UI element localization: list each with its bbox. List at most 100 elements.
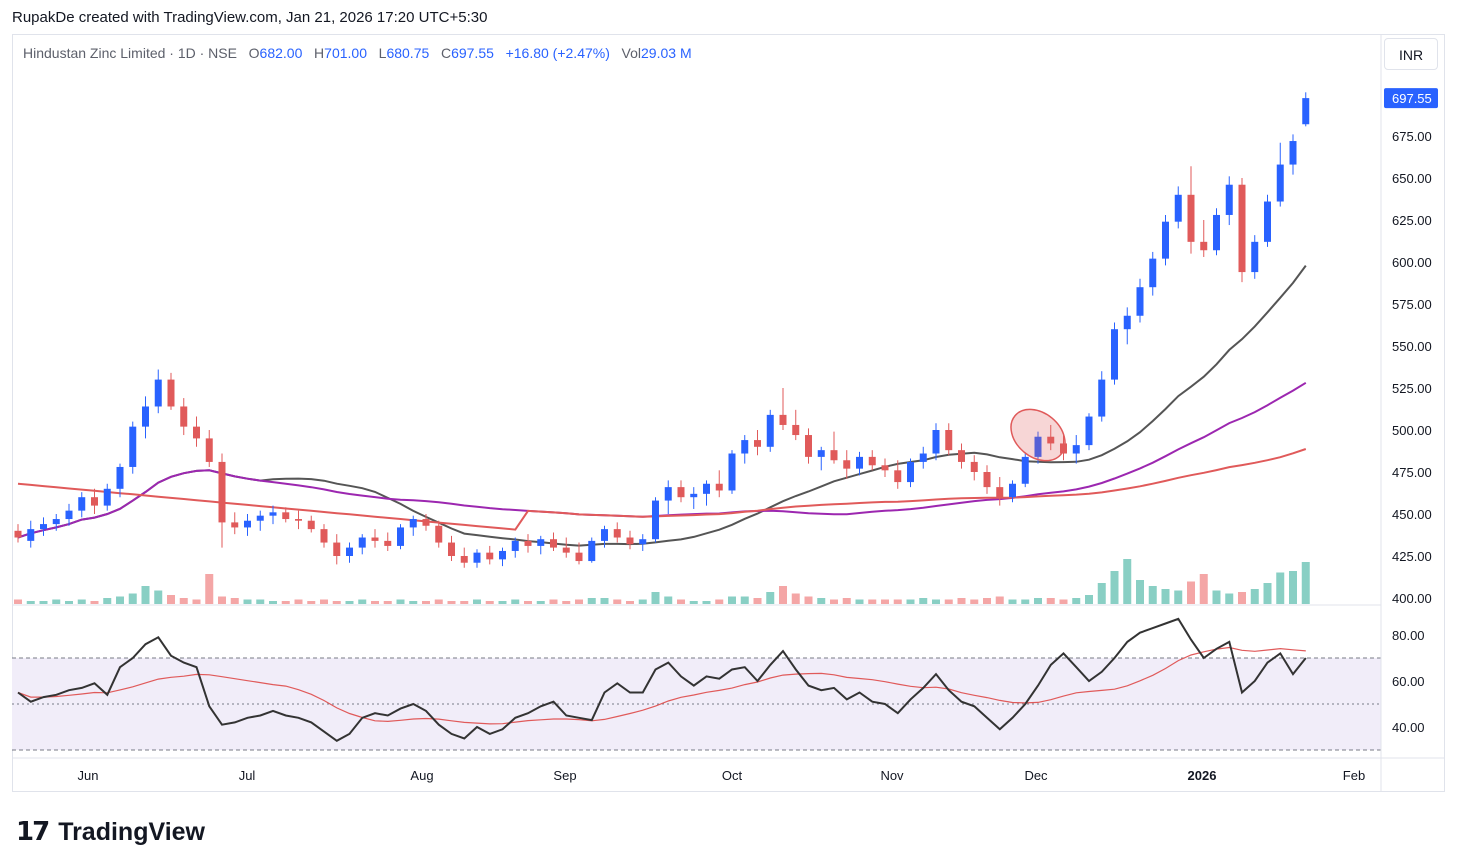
candle-body[interactable] — [180, 406, 188, 427]
candle-body[interactable] — [626, 537, 634, 545]
candle-body[interactable] — [1136, 287, 1144, 316]
tradingview-logo[interactable]: 17 TradingView — [16, 816, 205, 848]
candle-body[interactable] — [1276, 164, 1284, 202]
candle-body[interactable] — [346, 547, 353, 556]
candle-body[interactable] — [244, 520, 251, 528]
candle-body[interactable] — [422, 519, 430, 526]
candle-body[interactable] — [14, 530, 22, 538]
candle-body[interactable] — [1302, 98, 1310, 125]
candle-body[interactable] — [448, 542, 455, 556]
candle-body[interactable] — [703, 483, 710, 494]
candle-body[interactable] — [154, 379, 162, 407]
candle-body[interactable] — [562, 547, 570, 553]
candle-body[interactable] — [613, 529, 621, 538]
candle-body[interactable] — [1162, 221, 1169, 259]
candle-body[interactable] — [218, 461, 226, 523]
candle-body[interactable] — [779, 414, 787, 425]
candle-body[interactable] — [78, 497, 86, 511]
candle-body[interactable] — [715, 483, 723, 491]
candle-body[interactable] — [205, 438, 213, 462]
candle-body[interactable] — [499, 550, 506, 560]
candle-body[interactable] — [1213, 214, 1220, 251]
candle-body[interactable] — [550, 539, 557, 548]
candle-body[interactable] — [996, 487, 1004, 498]
candle-body[interactable] — [129, 426, 137, 467]
candle-body[interactable] — [409, 519, 417, 528]
candle-body[interactable] — [231, 522, 239, 528]
candle-body[interactable] — [817, 450, 825, 457]
candle-body[interactable] — [116, 466, 124, 489]
candle-body[interactable] — [1149, 258, 1157, 288]
candle-body[interactable] — [91, 497, 98, 506]
candle-body[interactable] — [1034, 436, 1042, 457]
candle-body[interactable] — [919, 453, 927, 462]
candle-body[interactable] — [652, 500, 659, 540]
candle-body[interactable] — [728, 453, 736, 491]
candle-body[interactable] — [193, 426, 200, 439]
candle-body[interactable] — [65, 510, 73, 520]
candle-body[interactable] — [664, 487, 672, 501]
candle-body[interactable] — [320, 529, 328, 543]
candle-body[interactable] — [856, 456, 863, 469]
candle-body[interactable] — [1047, 436, 1055, 444]
candle-body[interactable] — [843, 460, 851, 469]
candle-body[interactable] — [907, 461, 914, 483]
candle-body[interactable] — [103, 488, 111, 506]
candle-body[interactable] — [970, 461, 978, 472]
candle-body[interactable] — [958, 450, 965, 462]
candle-body[interactable] — [677, 487, 685, 498]
candle-body[interactable] — [792, 424, 800, 436]
candle-body[interactable] — [256, 515, 264, 521]
candle-body[interactable] — [295, 519, 302, 521]
candle-body[interactable] — [307, 520, 315, 530]
candle-body[interactable] — [1072, 445, 1080, 454]
candle-body[interactable] — [473, 552, 481, 563]
candle-body[interactable] — [397, 527, 404, 546]
candle-body[interactable] — [894, 470, 902, 483]
candle-body[interactable] — [881, 465, 889, 471]
candle-body[interactable] — [524, 540, 532, 546]
candle-body[interactable] — [575, 552, 583, 562]
candle-body[interactable] — [371, 537, 379, 541]
candle-body[interactable] — [269, 512, 277, 516]
candle-body[interactable] — [1289, 141, 1297, 165]
candle-body[interactable] — [1021, 456, 1029, 484]
candle-body[interactable] — [932, 430, 940, 454]
candle-body[interactable] — [1251, 241, 1259, 273]
candle-body[interactable] — [384, 540, 392, 546]
candle-body[interactable] — [754, 440, 761, 447]
candle-body[interactable] — [1187, 194, 1195, 242]
candle-body[interactable] — [167, 379, 175, 407]
candle-body[interactable] — [486, 552, 494, 560]
candle-body[interactable] — [358, 537, 366, 548]
candle-body[interactable] — [1238, 184, 1246, 273]
candle-body[interactable] — [435, 525, 443, 543]
candle-body[interactable] — [142, 406, 149, 427]
candle-body[interactable] — [868, 456, 876, 466]
candle-body[interactable] — [52, 519, 60, 525]
candle-body[interactable] — [601, 529, 608, 541]
candle-body[interactable] — [945, 430, 953, 451]
candle-body[interactable] — [983, 472, 991, 488]
candle-body[interactable] — [1098, 379, 1106, 417]
candle-body[interactable] — [830, 450, 838, 461]
candle-body[interactable] — [639, 539, 647, 545]
candle-body[interactable] — [1123, 315, 1131, 330]
candle-body[interactable] — [333, 542, 341, 556]
candle-body[interactable] — [1200, 241, 1208, 251]
candle-body[interactable] — [1174, 194, 1182, 222]
candle-body[interactable] — [27, 529, 35, 541]
candle-body[interactable] — [460, 556, 468, 563]
candle-body[interactable] — [1009, 483, 1016, 498]
candle-body[interactable] — [40, 524, 47, 530]
candle-body[interactable] — [282, 512, 290, 520]
candle-body[interactable] — [741, 440, 749, 454]
candle-body[interactable] — [588, 540, 596, 562]
candle-body[interactable] — [690, 493, 698, 498]
currency-button[interactable]: INR — [1384, 38, 1438, 70]
candle-body[interactable] — [511, 540, 519, 551]
candle-body[interactable] — [766, 414, 774, 447]
candle-body[interactable] — [805, 435, 812, 457]
candle-body[interactable] — [1111, 329, 1118, 380]
